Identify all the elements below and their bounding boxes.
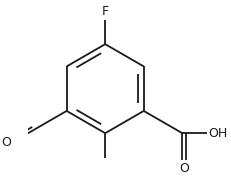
Text: OH: OH (207, 127, 226, 140)
Text: O: O (178, 162, 188, 175)
Text: O: O (2, 136, 11, 149)
Text: F: F (101, 5, 108, 18)
